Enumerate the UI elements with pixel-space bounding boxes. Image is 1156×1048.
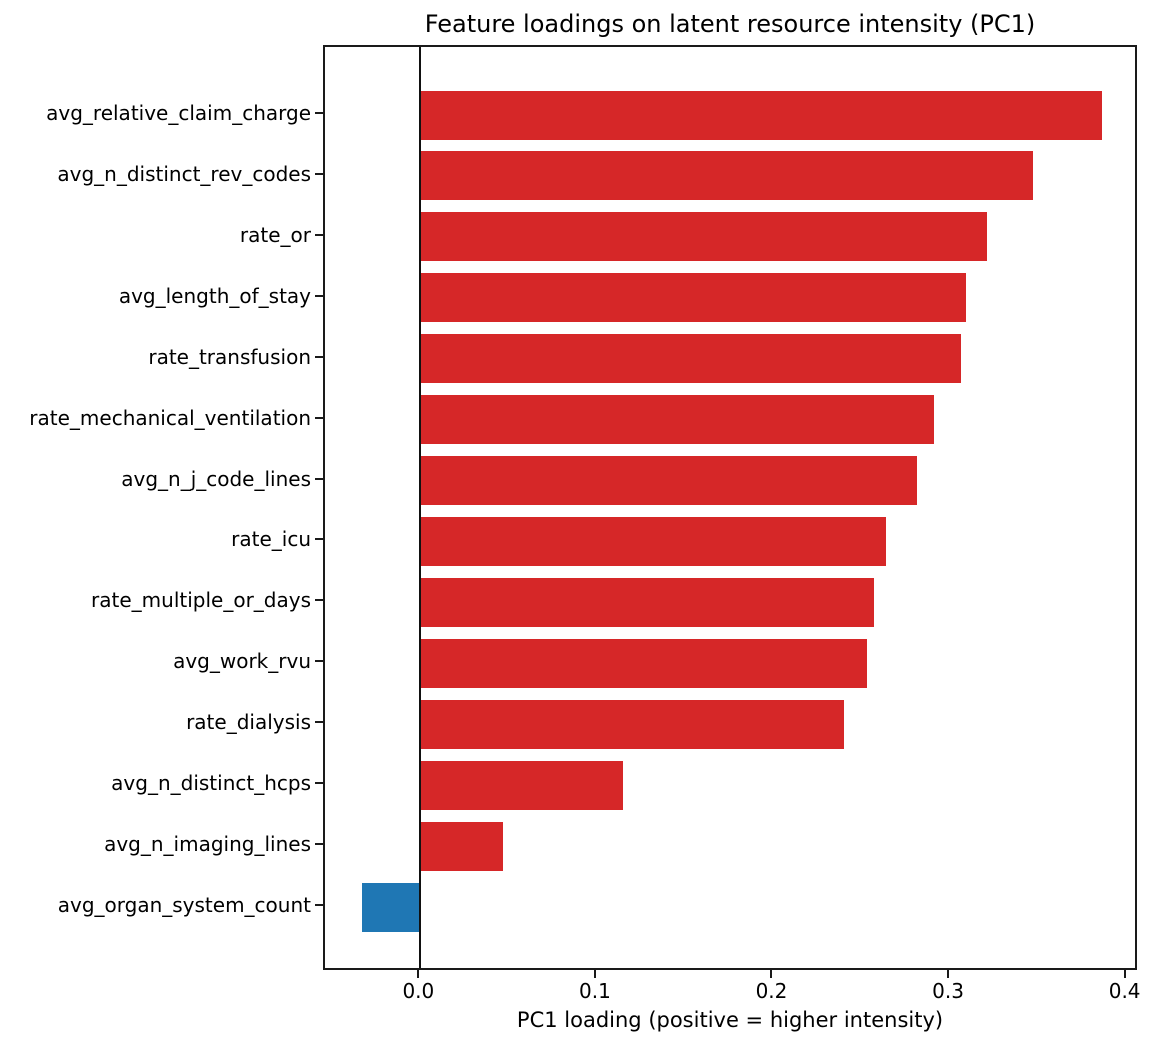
bar (420, 395, 935, 445)
x-tick-label: 0.3 (932, 979, 964, 1003)
bar (420, 212, 988, 262)
zero-axis-line (419, 47, 422, 968)
y-tick-label: avg_length_of_stay (118, 283, 311, 308)
x-tick-mark (1123, 970, 1126, 978)
bar (420, 456, 917, 506)
x-tick-mark (417, 970, 420, 978)
y-tick-label: rate_or (239, 222, 311, 247)
y-tick-label: rate_transfusion (148, 344, 311, 369)
x-tick-mark (947, 970, 950, 978)
y-tick-mark (315, 172, 323, 175)
bar (420, 334, 961, 384)
y-tick-label: avg_n_distinct_rev_codes (57, 161, 311, 186)
y-tick-mark (315, 721, 323, 724)
bar (420, 638, 868, 688)
y-tick-label: avg_relative_claim_charge (46, 101, 311, 125)
bar (420, 273, 966, 323)
chart-title: Feature loadings on latent resource inte… (424, 10, 1036, 38)
bar (420, 821, 504, 871)
bar (362, 882, 421, 932)
y-tick-label: rate_mechanical_ventilation (29, 405, 311, 430)
plot-area (323, 45, 1137, 970)
y-tick-label: avg_n_imaging_lines (104, 832, 311, 857)
y-tick-mark (315, 416, 323, 419)
y-tick-label: avg_n_j_code_lines (121, 466, 311, 491)
y-tick-mark (315, 477, 323, 480)
y-tick-mark (315, 294, 323, 297)
y-tick-label: rate_dialysis (186, 710, 311, 735)
bar (420, 699, 845, 749)
x-tick-label: 0.1 (579, 979, 611, 1003)
y-tick-mark (315, 233, 323, 236)
y-tick-mark (315, 843, 323, 846)
x-tick-mark (770, 970, 773, 978)
y-tick-mark (315, 538, 323, 541)
bar (420, 577, 875, 627)
y-tick-mark (315, 782, 323, 785)
y-tick-mark (315, 904, 323, 906)
y-tick-label: avg_n_distinct_hcps (111, 771, 311, 796)
bar (420, 90, 1102, 140)
x-tick-label: 0.4 (1108, 979, 1141, 1003)
y-tick-label: avg_organ_system_count (57, 893, 311, 917)
x-tick-mark (593, 970, 596, 978)
bar (420, 516, 887, 566)
y-tick-mark (315, 355, 323, 358)
bar (420, 151, 1034, 201)
y-tick-mark (315, 660, 323, 663)
y-tick-mark (315, 112, 323, 114)
x-tick-label: 0.0 (402, 979, 435, 1003)
y-tick-label: avg_work_rvu (173, 649, 311, 674)
bar (420, 760, 624, 810)
x-axis-label: PC1 loading (positive = higher intensity… (516, 1008, 944, 1032)
x-tick-label: 0.2 (755, 979, 788, 1003)
y-tick-label: rate_icu (231, 527, 311, 552)
y-tick-label: rate_multiple_or_days (91, 588, 311, 613)
y-tick-mark (315, 599, 323, 602)
